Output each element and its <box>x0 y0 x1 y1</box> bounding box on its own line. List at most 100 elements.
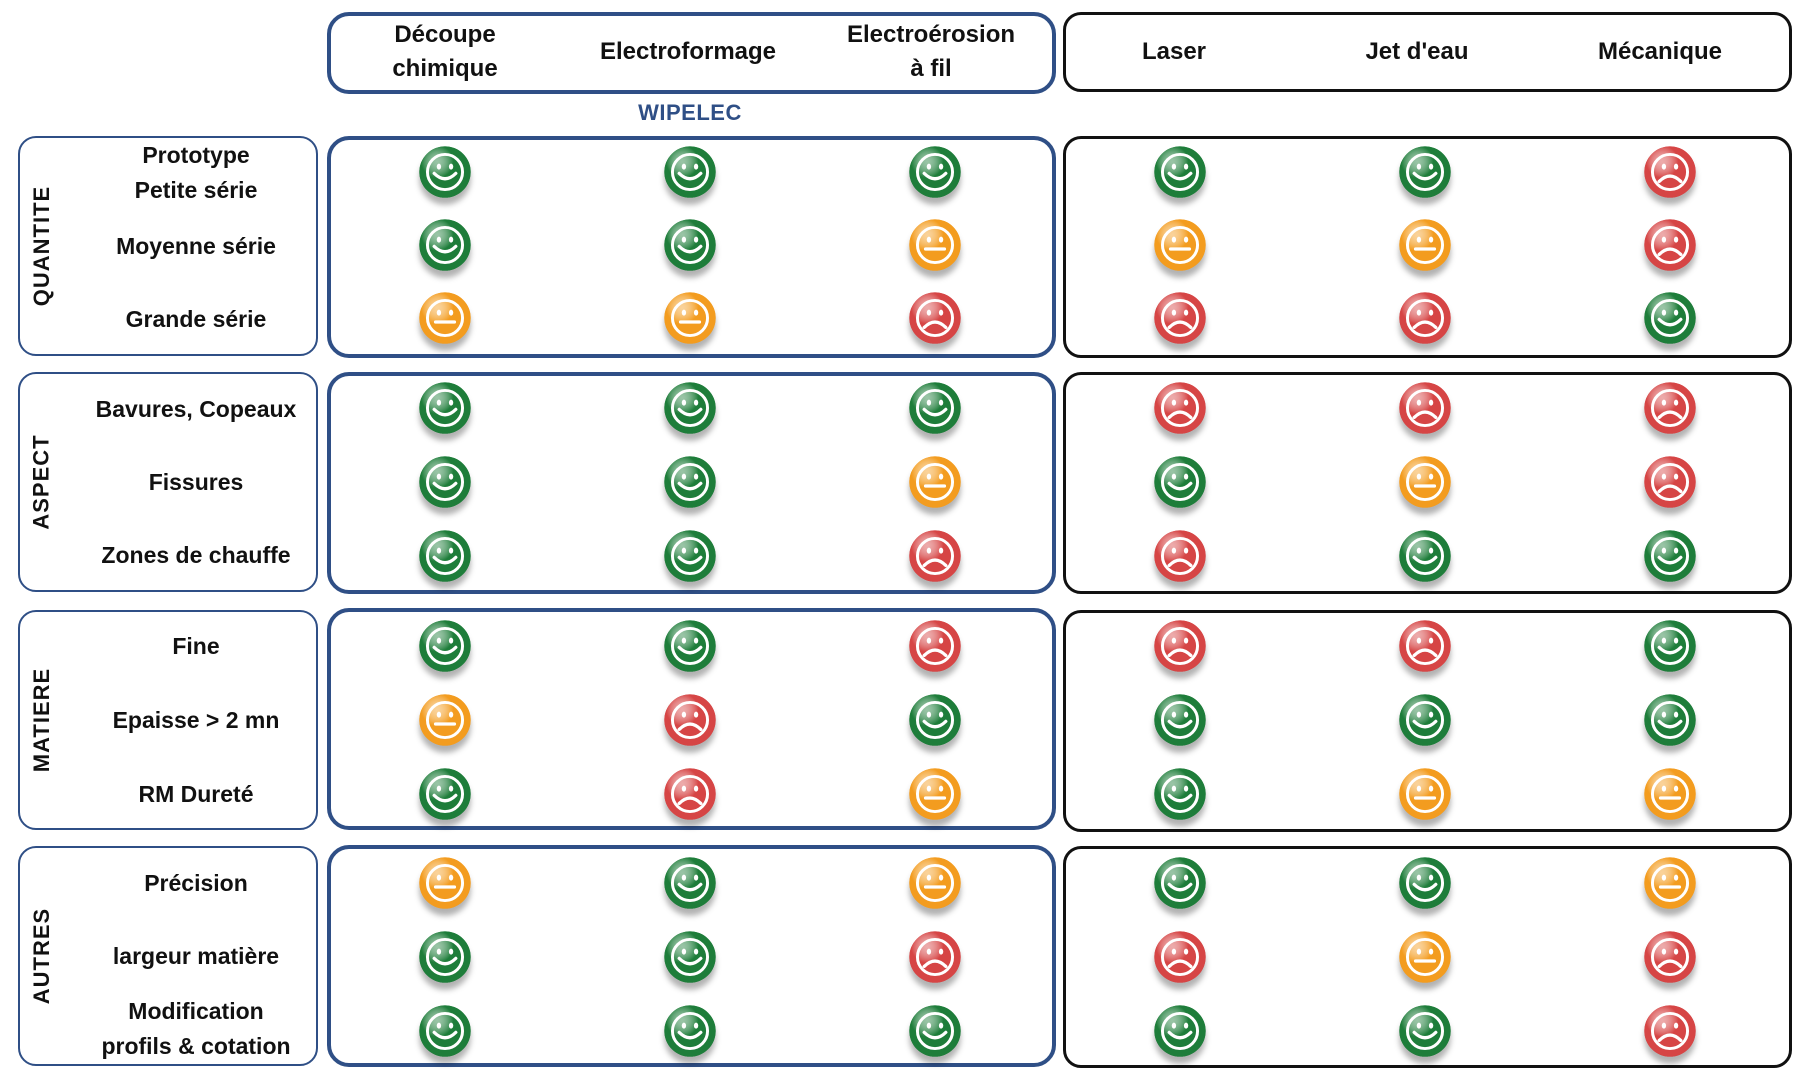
sad-face-icon <box>1398 381 1452 435</box>
wipelec-header-box <box>327 12 1056 94</box>
category-box-aspect <box>18 372 318 592</box>
happy-face-icon <box>1398 856 1452 910</box>
sad-face-icon <box>908 930 962 984</box>
category-box-quantite <box>18 136 318 356</box>
sad-face-icon <box>1643 381 1697 435</box>
sad-face-icon <box>1153 619 1207 673</box>
criterion-label: Zones de chauffe <box>101 541 291 568</box>
happy-face-icon <box>1398 693 1452 747</box>
neutral-face-icon <box>1398 218 1452 272</box>
criterion-label: Fissures <box>148 468 244 495</box>
happy-face-icon <box>663 856 717 910</box>
happy-face-icon <box>908 693 962 747</box>
column-header-electroerosion: Electroérosion à fil <box>846 21 1016 82</box>
happy-face-icon <box>1398 1004 1452 1058</box>
happy-face-icon <box>418 619 472 673</box>
happy-face-icon <box>1643 693 1697 747</box>
sad-face-icon <box>1398 291 1452 345</box>
column-header-decoupe-chimique: Découpe chimique <box>392 21 498 82</box>
neutral-face-icon <box>908 218 962 272</box>
sad-face-icon <box>908 291 962 345</box>
sad-face-icon <box>1153 381 1207 435</box>
happy-face-icon <box>663 529 717 583</box>
happy-face-icon <box>418 145 472 199</box>
happy-face-icon <box>1153 767 1207 821</box>
criterion-label: Prototype Petite série <box>134 142 258 203</box>
category-label-matiere: MATIERE <box>29 667 54 773</box>
other-methods-header-box <box>1063 12 1792 92</box>
happy-face-icon <box>1643 291 1697 345</box>
happy-face-icon <box>663 619 717 673</box>
criterion-label: Modification profils & cotation <box>101 998 291 1059</box>
sad-face-icon <box>1643 455 1697 509</box>
happy-face-icon <box>418 218 472 272</box>
criterion-label: Fine <box>172 632 220 659</box>
neutral-face-icon <box>908 455 962 509</box>
sad-face-icon <box>663 767 717 821</box>
sad-face-icon <box>1153 529 1207 583</box>
happy-face-icon <box>1398 145 1452 199</box>
happy-face-icon <box>418 529 472 583</box>
neutral-face-icon <box>1398 455 1452 509</box>
neutral-face-icon <box>1643 856 1697 910</box>
sad-face-icon <box>1153 291 1207 345</box>
happy-face-icon <box>1153 856 1207 910</box>
happy-face-icon <box>663 381 717 435</box>
neutral-face-icon <box>418 693 472 747</box>
happy-face-icon <box>908 1004 962 1058</box>
happy-face-icon <box>663 145 717 199</box>
category-label-quantite: QUANTITE <box>29 185 55 307</box>
category-box-matiere <box>18 610 318 830</box>
happy-face-icon <box>1153 455 1207 509</box>
neutral-face-icon <box>418 856 472 910</box>
column-header-electroformage: Electroformage <box>599 38 777 65</box>
category-label-aspect: ASPECT <box>29 434 54 530</box>
happy-face-icon <box>418 455 472 509</box>
wipelec-label: WIPELEC <box>638 100 742 125</box>
criterion-label: Bavures, Copeaux <box>95 395 297 422</box>
neutral-face-icon <box>418 291 472 345</box>
criterion-label: RM Dureté <box>138 780 254 807</box>
neutral-face-icon <box>1398 767 1452 821</box>
happy-face-icon <box>1643 619 1697 673</box>
sad-face-icon <box>1643 218 1697 272</box>
happy-face-icon <box>663 455 717 509</box>
sad-face-icon <box>1398 619 1452 673</box>
criterion-label: Moyenne série <box>116 232 276 259</box>
happy-face-icon <box>418 381 472 435</box>
neutral-face-icon <box>908 767 962 821</box>
neutral-face-icon <box>1153 218 1207 272</box>
column-header-laser: Laser <box>1141 38 1207 65</box>
happy-face-icon <box>418 930 472 984</box>
neutral-face-icon <box>908 856 962 910</box>
criterion-label: Grande série <box>125 305 267 332</box>
sad-face-icon <box>663 693 717 747</box>
sad-face-icon <box>1643 930 1697 984</box>
happy-face-icon <box>1643 529 1697 583</box>
happy-face-icon <box>1153 145 1207 199</box>
sad-face-icon <box>908 529 962 583</box>
happy-face-icon <box>418 767 472 821</box>
sad-face-icon <box>1643 145 1697 199</box>
happy-face-icon <box>663 930 717 984</box>
criterion-label: largeur matière <box>112 942 280 969</box>
category-box-autres <box>18 846 318 1066</box>
category-label-autres: AUTRES <box>29 907 55 1005</box>
neutral-face-icon <box>663 291 717 345</box>
criterion-label: Précision <box>144 869 248 896</box>
happy-face-icon <box>908 381 962 435</box>
column-header-mecanique: Mécanique <box>1597 38 1723 65</box>
happy-face-icon <box>1153 693 1207 747</box>
sad-face-icon <box>1643 1004 1697 1058</box>
happy-face-icon <box>908 145 962 199</box>
neutral-face-icon <box>1643 767 1697 821</box>
happy-face-icon <box>663 1004 717 1058</box>
neutral-face-icon <box>1398 930 1452 984</box>
happy-face-icon <box>418 1004 472 1058</box>
sad-face-icon <box>1153 930 1207 984</box>
criterion-label: Epaisse > 2 mn <box>112 706 280 733</box>
happy-face-icon <box>663 218 717 272</box>
column-header-jet-deau: Jet d'eau <box>1365 38 1469 65</box>
happy-face-icon <box>1398 529 1452 583</box>
sad-face-icon <box>908 619 962 673</box>
